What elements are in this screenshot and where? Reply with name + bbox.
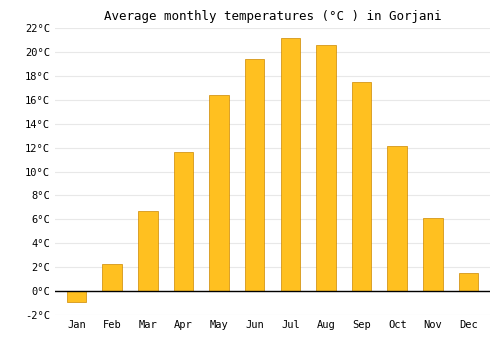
Bar (138, 211, 158, 291)
Bar (209, 95, 229, 291)
Title: Average monthly temperatures (°C ) in Gorjani: Average monthly temperatures (°C ) in Go… (104, 10, 442, 23)
Bar (280, 37, 300, 291)
Bar (102, 264, 122, 291)
Bar (245, 59, 264, 291)
Bar (388, 146, 407, 291)
Bar (316, 45, 336, 291)
Bar (459, 273, 478, 291)
Bar (352, 82, 372, 291)
Bar (423, 218, 443, 291)
Bar (174, 152, 193, 291)
Bar (66, 291, 86, 302)
